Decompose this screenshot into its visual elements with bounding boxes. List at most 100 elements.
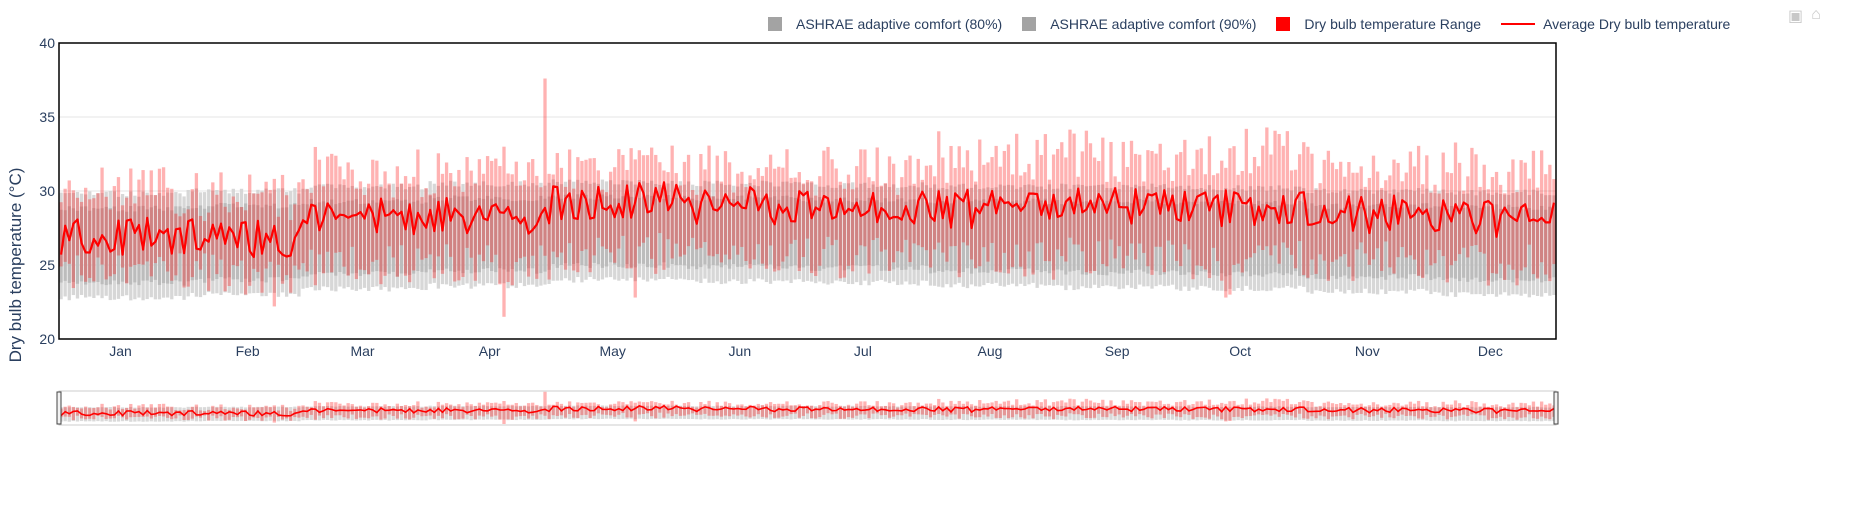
comfort-90-bar — [1486, 206, 1490, 281]
range-bar — [157, 168, 162, 257]
comfort-90-bar — [59, 209, 63, 283]
range-bar — [514, 161, 518, 263]
comfort-90-bar — [814, 200, 818, 271]
slider-comfort-bar — [1519, 407, 1523, 422]
range-bar — [1252, 156, 1257, 254]
range-bar — [1310, 153, 1314, 260]
slider-comfort-bar — [625, 405, 629, 420]
slider-comfort-bar — [399, 406, 404, 421]
range-bar — [1535, 187, 1540, 279]
slider-range-bar — [1359, 403, 1363, 414]
range-bar — [338, 166, 342, 253]
slider-range-bar — [170, 406, 174, 420]
comfort-90-bar — [617, 198, 621, 267]
comfort-90-bar — [84, 206, 88, 285]
comfort-90-bar — [125, 211, 129, 283]
slider-comfort-bar — [342, 406, 346, 421]
range-bar — [855, 166, 859, 256]
comfort-90-bar — [1244, 205, 1248, 272]
range-bar — [1404, 172, 1408, 258]
slider-range-bar — [1191, 403, 1195, 419]
range-bar — [1092, 157, 1097, 271]
range-bar — [1170, 180, 1175, 245]
slider-range-bar — [1519, 402, 1523, 418]
legend-item-comfort-80[interactable]: ASHRAE adaptive comfort (80%) — [768, 16, 1002, 32]
comfort-90-bar — [855, 198, 859, 266]
slider-comfort-bar — [453, 405, 457, 421]
slider-comfort-bar — [170, 407, 174, 422]
slider-comfort-bar — [1228, 406, 1232, 421]
comfort-90-bar — [1421, 203, 1425, 278]
range-slider-handle-left[interactable] — [56, 391, 62, 425]
comfort-90-bar — [186, 206, 190, 282]
slider-comfort-bar — [891, 406, 896, 420]
range-bar — [75, 197, 80, 256]
range-bar — [243, 210, 248, 295]
comfort-90-bar — [768, 197, 773, 265]
range-bar — [723, 151, 728, 255]
comfort-90-bar — [1285, 204, 1290, 274]
comfort-90-bar — [904, 201, 908, 270]
comfort-90-bar — [1388, 207, 1392, 276]
comfort-90-bar — [1211, 203, 1216, 276]
range-bar — [268, 189, 272, 262]
legend-item-average[interactable]: Average Dry bulb temperature — [1501, 16, 1730, 32]
comfort-90-bar — [641, 196, 646, 264]
range-bar — [1408, 151, 1413, 256]
slider-comfort-bar — [256, 406, 260, 421]
comfort-90-bar — [1507, 204, 1511, 280]
slider-comfort-bar — [1092, 406, 1097, 420]
slider-range-bar — [88, 408, 92, 419]
comfort-90-bar — [334, 204, 338, 276]
comfort-90-bar — [1240, 205, 1244, 277]
comfort-90-bar — [252, 204, 256, 281]
slider-range-bar — [1211, 404, 1216, 415]
range-bar — [912, 183, 916, 244]
legend-item-comfort-90[interactable]: ASHRAE adaptive comfort (90%) — [1022, 16, 1256, 32]
comfort-90-bar — [239, 206, 244, 283]
comfort-90-bar — [1318, 205, 1322, 279]
slider-comfort-bar — [1068, 406, 1072, 420]
comfort-90-bar — [412, 201, 416, 274]
comfort-90-bar — [1552, 204, 1556, 278]
comfort-90-bar — [444, 200, 449, 269]
slider-comfort-bar — [129, 407, 133, 422]
x-tick-label-apr: Apr — [479, 343, 501, 359]
slider-comfort-bar — [231, 406, 235, 422]
range-bar — [412, 176, 416, 271]
slider-comfort-bar — [71, 407, 76, 422]
slider-comfort-bar — [1150, 406, 1154, 421]
slider-range-bar — [383, 404, 387, 419]
slider-range-bar — [768, 402, 773, 415]
slider-comfort-bar — [260, 406, 264, 422]
legend-item-range[interactable]: Dry bulb temperature Range — [1276, 16, 1481, 32]
range-bar — [974, 181, 978, 268]
range-bar — [1293, 169, 1298, 269]
slider-range-bar — [805, 405, 810, 414]
comfort-90-bar — [1154, 199, 1158, 272]
comfort-90-bar — [1429, 207, 1433, 281]
range-bar — [526, 162, 531, 277]
slider-range-bar — [875, 401, 879, 414]
slider-range-bar — [1367, 405, 1372, 417]
slider-range-bar — [1498, 406, 1503, 417]
range-bar — [379, 186, 383, 285]
comfort-90-bar — [543, 198, 547, 272]
comfort-90-bar — [912, 199, 916, 270]
slider-range-bar — [260, 407, 264, 421]
home-icon[interactable]: ⌂ — [1811, 6, 1821, 23]
slider-range-bar — [1019, 404, 1023, 418]
y-tick-label-25: 25 — [39, 257, 55, 273]
slider-range-bar — [280, 404, 285, 420]
slider-comfort-bar — [1482, 406, 1486, 422]
range-bar — [891, 163, 896, 263]
range-bar — [625, 169, 629, 269]
comfort-90-bar — [383, 200, 387, 273]
range-slider-handle-right[interactable] — [1553, 391, 1559, 425]
camera-icon[interactable]: ▣ — [1788, 8, 1804, 25]
slider-comfort-bar — [1298, 406, 1302, 420]
comfort-90-bar — [1138, 199, 1142, 270]
comfort-90-bar — [313, 204, 317, 275]
range-bar — [1240, 171, 1244, 273]
comfort-90-bar — [108, 207, 112, 285]
